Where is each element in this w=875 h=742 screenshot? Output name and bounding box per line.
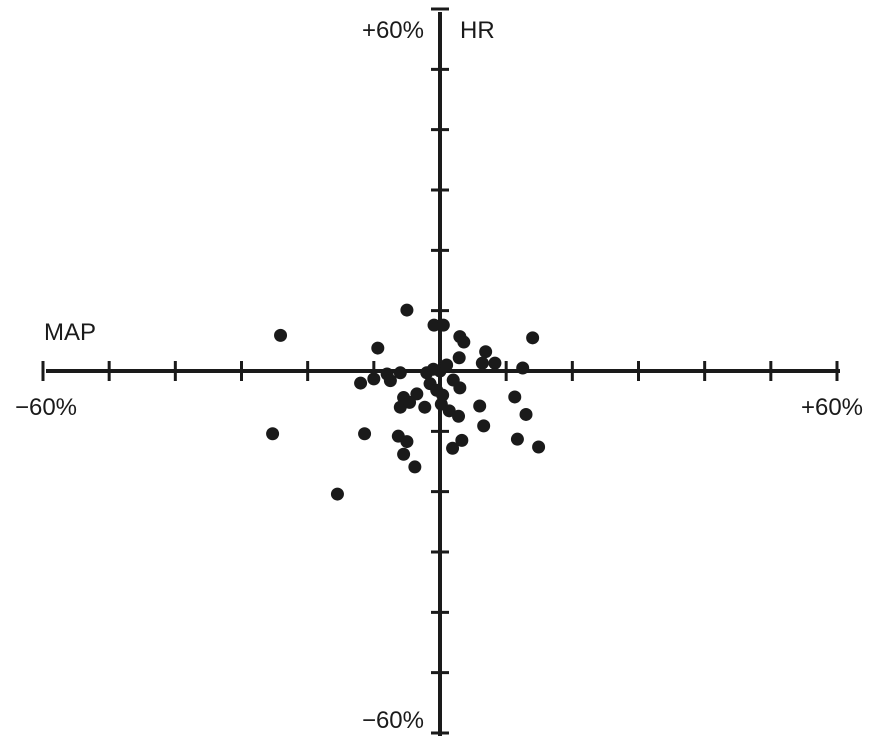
- data-point: [477, 419, 491, 433]
- data-point: [427, 318, 441, 332]
- data-point: [400, 303, 414, 317]
- data-point: [354, 376, 368, 390]
- x-min-tick-label: −60%: [15, 394, 77, 421]
- data-point: [436, 318, 450, 332]
- data-point: [446, 441, 460, 455]
- data-point: [488, 356, 502, 370]
- x-axis-title: MAP: [44, 319, 96, 346]
- y-axis-title: HR: [460, 17, 495, 44]
- data-point: [358, 427, 372, 441]
- data-point: [367, 372, 381, 386]
- data-point: [455, 433, 469, 447]
- data-point: [330, 487, 344, 501]
- x-max-tick-label: +60%: [801, 394, 863, 421]
- data-point: [510, 432, 524, 446]
- data-point: [508, 390, 522, 404]
- data-point: [408, 460, 422, 474]
- y-min-tick-label: −60%: [362, 707, 424, 734]
- y-max-tick-label: +60%: [362, 17, 424, 44]
- data-point: [516, 361, 530, 375]
- data-point: [266, 427, 280, 441]
- data-point: [418, 400, 432, 414]
- data-point: [410, 387, 424, 401]
- data-point: [457, 335, 471, 349]
- data-point: [397, 447, 411, 461]
- ticks-group: [41, 7, 839, 735]
- data-point: [475, 356, 489, 370]
- points-group: [266, 303, 546, 501]
- data-point: [393, 366, 407, 380]
- data-point: [383, 374, 397, 388]
- data-point: [532, 440, 546, 454]
- data-point: [452, 409, 466, 423]
- data-point: [440, 358, 454, 372]
- data-point: [519, 407, 533, 421]
- data-point: [479, 345, 493, 359]
- data-point: [453, 381, 467, 395]
- data-point: [371, 341, 385, 355]
- data-point: [452, 351, 466, 365]
- data-point: [526, 331, 540, 345]
- data-point: [403, 395, 417, 409]
- data-point: [274, 328, 288, 342]
- data-point: [400, 435, 414, 449]
- data-point: [473, 399, 487, 413]
